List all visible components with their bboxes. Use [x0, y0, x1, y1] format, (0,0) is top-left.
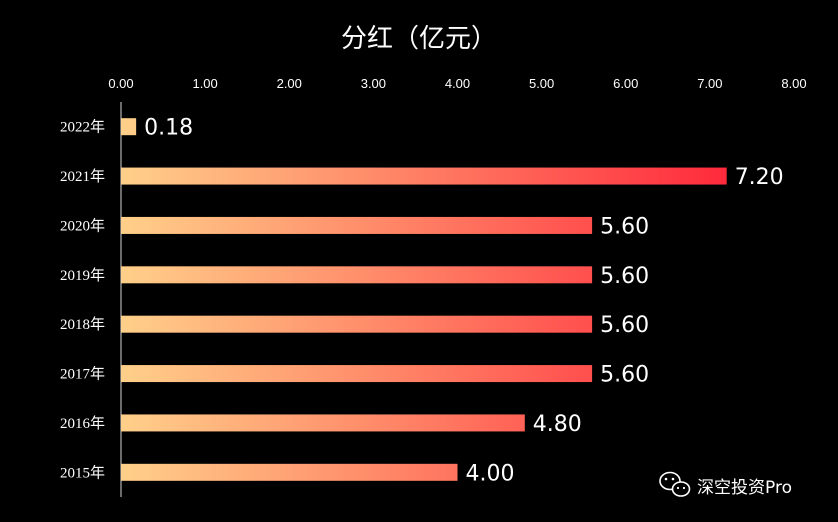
wechat-icon: [659, 471, 691, 497]
category-label: 2019年: [60, 267, 105, 284]
x-tick-label: 1.00: [192, 76, 217, 91]
category-label: 2020年: [60, 217, 105, 234]
watermark: 深空投资Pro: [659, 471, 792, 498]
category-label: 2015年: [60, 464, 105, 481]
data-label: 5.60: [600, 313, 649, 338]
bar: [121, 315, 593, 333]
bar: [121, 266, 593, 284]
category-labels: 2022年 2021年 2020年 2019年 2018年 2017年 2016年 2015年: [60, 119, 105, 482]
x-tick-label: 8.00: [781, 76, 806, 91]
category-label: 2021年: [60, 168, 105, 185]
bars-group: [121, 118, 727, 481]
data-label: 5.60: [600, 363, 649, 388]
bar: [121, 414, 525, 432]
category-label: 2016年: [60, 415, 105, 432]
bar: [121, 216, 593, 234]
category-label: 2022年: [60, 119, 105, 136]
data-label: 7.20: [735, 165, 784, 190]
bar: [121, 463, 458, 481]
category-label: 2017年: [60, 366, 105, 383]
data-label: 4.00: [466, 461, 515, 486]
bar: [121, 167, 727, 185]
chart-title: 分红（亿元）: [341, 24, 497, 54]
x-tick-label: 2.00: [277, 76, 302, 91]
x-tick-label: 6.00: [613, 76, 638, 91]
category-label: 2018年: [60, 316, 105, 333]
x-tick-label: 4.00: [445, 76, 470, 91]
x-tick-label: 7.00: [697, 76, 722, 91]
x-tick-label: 5.00: [529, 76, 554, 91]
value-labels: 0.18 7.20 5.60 5.60 5.60 5.60 4.80 4.00: [144, 116, 784, 487]
x-tick-label: 0.00: [108, 76, 133, 91]
watermark-text: 深空投资Pro: [697, 478, 792, 498]
data-label: 5.60: [600, 214, 649, 239]
x-tick-label: 3.00: [361, 76, 386, 91]
bar: [121, 118, 137, 136]
x-axis-ticks: 0.00 1.00 2.00 3.00 4.00 5.00 6.00 7.00 8.00: [108, 76, 806, 91]
bar: [121, 365, 593, 383]
data-label: 5.60: [600, 264, 649, 289]
data-label: 4.80: [533, 412, 582, 437]
data-label: 0.18: [144, 116, 193, 141]
